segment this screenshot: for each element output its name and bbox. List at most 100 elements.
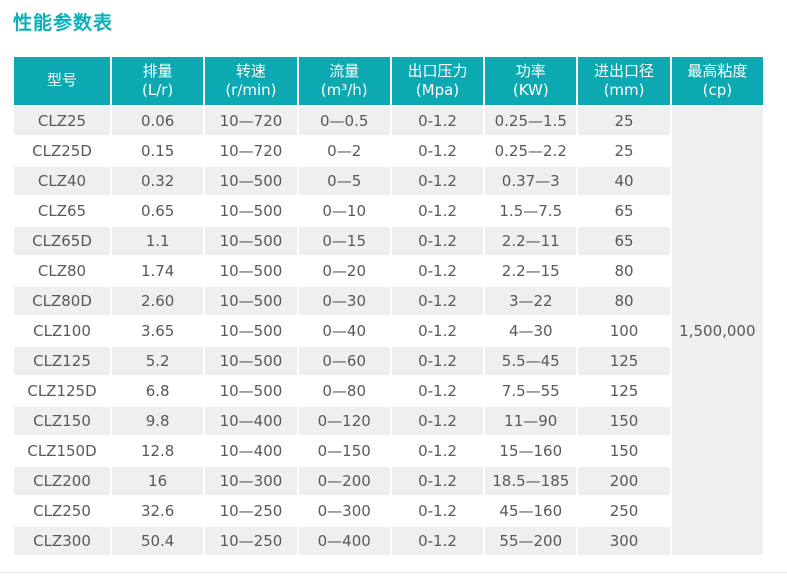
value-cell: 3.65 xyxy=(109,315,206,347)
table-row: CLZ150 9.8 10—400 0—120 0-1.2 11—90 150 xyxy=(12,405,764,437)
table-row: CLZ150D 12.8 10—400 0—150 0-1.2 15—160 150 xyxy=(12,435,764,467)
value-cell: 0—60 xyxy=(296,345,392,377)
value-cell: 10—500 xyxy=(203,315,299,347)
column-header-3: 流量 (m³/h) xyxy=(296,55,392,107)
column-label: 出口压力 xyxy=(407,61,468,80)
value-cell: 10—400 xyxy=(203,405,299,437)
value-cell: 0-1.2 xyxy=(389,285,486,317)
value-cell: 10—500 xyxy=(203,255,299,287)
table-row: CLZ125 5.2 10—500 0—60 0-1.2 5.5—45 125 xyxy=(12,345,764,377)
value-cell: 0-1.2 xyxy=(389,105,486,137)
value-cell: 0-1.2 xyxy=(389,195,486,227)
column-unit: (Mpa) xyxy=(415,81,460,99)
value-cell: 10—300 xyxy=(203,465,299,497)
value-cell: 15—160 xyxy=(483,435,579,467)
value-cell: 0-1.2 xyxy=(389,465,486,497)
column-unit: (L/r) xyxy=(141,81,174,99)
value-cell: 0—120 xyxy=(296,405,392,437)
value-cell: 0-1.2 xyxy=(389,225,486,257)
column-label: 流量 xyxy=(329,61,360,80)
max-viscosity-cell: 1,500,000 xyxy=(669,105,766,557)
value-cell: 10—500 xyxy=(203,165,299,197)
value-cell: 1.5—7.5 xyxy=(483,195,579,227)
model-cell: CLZ250 xyxy=(12,495,112,527)
column-label: 转速 xyxy=(235,61,266,80)
value-cell: 0.25—1.5 xyxy=(483,105,579,137)
value-cell: 300 xyxy=(576,525,672,557)
column-header-6: 进出口径 (mm) xyxy=(576,55,672,107)
model-cell: CLZ80D xyxy=(12,285,112,317)
value-cell: 18.5—185 xyxy=(483,465,579,497)
value-cell: 10—400 xyxy=(203,435,299,467)
value-cell: 200 xyxy=(576,465,672,497)
value-cell: 80 xyxy=(576,255,672,287)
table-row: CLZ200 16 10—300 0—200 0-1.2 18.5—185 200 xyxy=(12,465,764,497)
value-cell: 65 xyxy=(576,225,672,257)
table-row: CLZ25D 0.15 10—720 0—2 0-1.2 0.25—2.2 25 xyxy=(12,135,764,167)
table-header: 型号 排量 (L/r) 转速 (r/min) 流量 (m³/h) 出口压力 (Mpa) 功率 (KW… xyxy=(12,55,766,107)
value-cell: 10—500 xyxy=(203,285,299,317)
value-cell: 2.2—11 xyxy=(483,225,579,257)
table-row: CLZ250 32.6 10—250 0—300 0-1.2 45—160 250 xyxy=(12,495,764,527)
value-cell: 45—160 xyxy=(483,495,579,527)
value-cell: 12.8 xyxy=(109,435,206,467)
table-row: CLZ65 0.65 10—500 0—10 0-1.2 1.5—7.5 65 xyxy=(12,195,764,227)
column-unit: (r/min) xyxy=(225,81,277,99)
column-header-4: 出口压力 (Mpa) xyxy=(389,55,486,107)
value-cell: 9.8 xyxy=(109,405,206,437)
value-cell: 4—30 xyxy=(483,315,579,347)
value-cell: 10—720 xyxy=(203,105,299,137)
value-cell: 5.5—45 xyxy=(483,345,579,377)
value-cell: 0—15 xyxy=(296,225,392,257)
value-cell: 10—250 xyxy=(203,525,299,557)
model-cell: CLZ40 xyxy=(12,165,112,197)
value-cell: 2.60 xyxy=(109,285,206,317)
model-cell: CLZ65 xyxy=(12,195,112,227)
table-row: CLZ80 1.74 10—500 0—20 0-1.2 2.2—15 80 xyxy=(12,255,764,287)
model-cell: CLZ150 xyxy=(12,405,112,437)
model-cell: CLZ300 xyxy=(12,525,112,557)
value-cell: 10—500 xyxy=(203,375,299,407)
value-cell: 0.06 xyxy=(109,105,206,137)
table-row: CLZ65D 1.1 10—500 0—15 0-1.2 2.2—11 65 xyxy=(12,225,764,257)
value-cell: 0.15 xyxy=(109,135,206,167)
value-cell: 0—150 xyxy=(296,435,392,467)
value-cell: 0-1.2 xyxy=(389,345,486,377)
value-cell: 7.5—55 xyxy=(483,375,579,407)
table-row: CLZ25 0.06 10—720 0—0.5 0-1.2 0.25—1.5 25 1,500… xyxy=(12,105,766,557)
value-cell: 0—5 xyxy=(296,165,392,197)
value-cell: 0.32 xyxy=(109,165,206,197)
model-cell: CLZ100 xyxy=(12,315,112,347)
model-cell: CLZ125 xyxy=(12,345,112,377)
column-label: 最高粘度 xyxy=(687,61,748,80)
header-row: 型号 排量 (L/r) 转速 (r/min) 流量 (m³/h) 出口压力 (Mpa) 功率 (KW… xyxy=(12,55,766,107)
value-cell: 125 xyxy=(576,345,672,377)
value-cell: 0—40 xyxy=(296,315,392,347)
value-cell: 150 xyxy=(576,435,672,467)
value-cell: 50.4 xyxy=(109,525,206,557)
value-cell: 65 xyxy=(576,195,672,227)
model-cell: CLZ200 xyxy=(12,465,112,497)
value-cell: 0—300 xyxy=(296,495,392,527)
model-cell: CLZ25D xyxy=(12,135,112,167)
value-cell: 0.37—3 xyxy=(483,165,579,197)
table-row: CLZ300 50.4 10—250 0—400 0-1.2 55—200 300 xyxy=(12,525,764,557)
model-cell: CLZ150D xyxy=(12,435,112,467)
value-cell: 10—500 xyxy=(203,345,299,377)
column-label: 排量 xyxy=(142,61,173,80)
value-cell: 16 xyxy=(109,465,206,497)
value-cell: 0—400 xyxy=(296,525,392,557)
value-cell: 1.1 xyxy=(109,225,206,257)
value-cell: 0—80 xyxy=(296,375,392,407)
value-cell: 0-1.2 xyxy=(389,375,486,407)
value-cell: 5.2 xyxy=(109,345,206,377)
value-cell: 55—200 xyxy=(483,525,579,557)
column-unit: (mm) xyxy=(603,81,645,99)
table-row: CLZ125D 6.8 10—500 0—80 0-1.2 7.5—55 125 xyxy=(12,375,764,407)
column-unit: (cp) xyxy=(702,81,733,99)
bottom-divider xyxy=(0,572,787,573)
value-cell: 0.65 xyxy=(109,195,206,227)
value-cell: 0-1.2 xyxy=(389,525,486,557)
value-cell: 150 xyxy=(576,405,672,437)
